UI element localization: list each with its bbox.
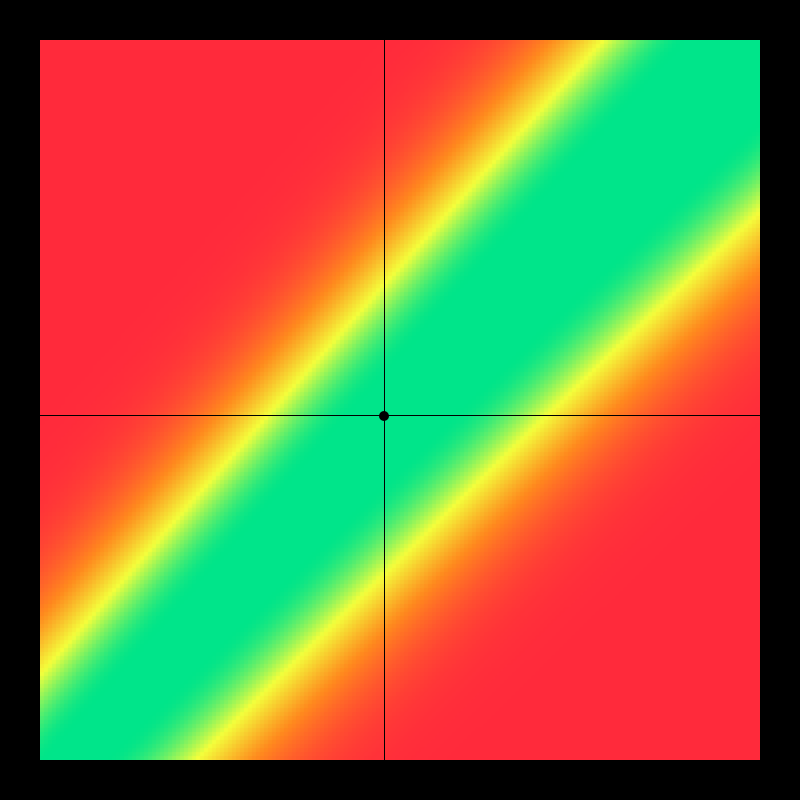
heatmap-canvas bbox=[40, 40, 760, 760]
crosshair-horizontal bbox=[40, 415, 760, 416]
data-point-marker bbox=[379, 411, 389, 421]
plot-area bbox=[40, 40, 760, 760]
chart-container: TheBottleneck.com bbox=[0, 0, 800, 800]
watermark-text: TheBottleneck.com bbox=[559, 6, 762, 32]
crosshair-vertical bbox=[384, 40, 385, 760]
